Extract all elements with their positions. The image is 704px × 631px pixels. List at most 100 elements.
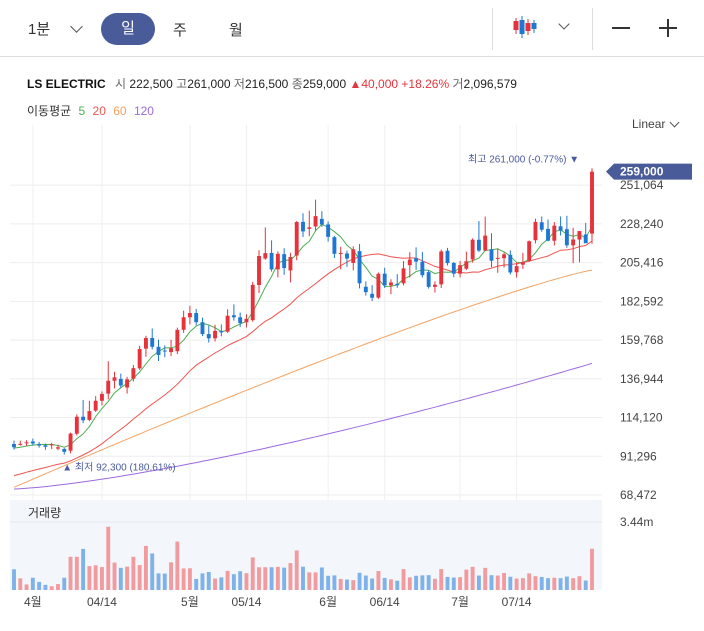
- divider: [492, 8, 493, 50]
- tab-month[interactable]: 월: [229, 22, 243, 39]
- candle-body: [414, 258, 419, 262]
- candle: [489, 233, 494, 268]
- candle-body: [288, 257, 293, 271]
- candle-body: [62, 448, 67, 452]
- candle: [143, 335, 148, 357]
- tab-week[interactable]: 주: [173, 22, 187, 39]
- candle: [37, 442, 42, 448]
- scale-select[interactable]: Linear: [632, 117, 680, 131]
- candle-body: [181, 317, 186, 330]
- low-label: 저: [233, 77, 245, 91]
- candle: [269, 240, 274, 272]
- max-annotation: 최고 261,000 (-0.77%) ▼: [468, 153, 579, 165]
- candle: [175, 327, 180, 355]
- plus-icon[interactable]: [667, 19, 669, 37]
- candle-body: [464, 261, 469, 269]
- volume-bar: [37, 581, 42, 590]
- volume-bar: [100, 567, 104, 590]
- candle: [87, 400, 92, 422]
- interval-select[interactable]: 1분: [28, 18, 84, 39]
- minus-icon[interactable]: [612, 27, 630, 29]
- volume-bar: [225, 570, 230, 590]
- tab-day[interactable]: 일: [101, 13, 155, 45]
- candle-body: [200, 322, 205, 335]
- close-value: 259,000: [302, 77, 347, 91]
- candle-body: [376, 273, 381, 298]
- volume-bar: [206, 572, 211, 590]
- volume-bar: [288, 563, 293, 590]
- volume-bar: [483, 567, 488, 590]
- volume-bar: [81, 548, 86, 590]
- volume-bar: [112, 562, 117, 590]
- y-tick-label: 251,064: [620, 178, 664, 192]
- candle: [74, 414, 79, 436]
- candle-body: [206, 334, 211, 339]
- candle-body: [527, 241, 532, 261]
- candle-body: [194, 313, 199, 323]
- x-tick-label: 05/14: [231, 595, 261, 609]
- volume-bar: [162, 573, 167, 590]
- volume-bar: [338, 578, 343, 590]
- candle: [338, 246, 343, 270]
- candle-body: [539, 222, 544, 230]
- candle-body: [470, 239, 475, 260]
- y-tick-label: 159,768: [620, 333, 664, 347]
- volume-bar: [332, 575, 337, 590]
- candle-body: [590, 171, 594, 234]
- volume-bar: [156, 573, 161, 590]
- candle-body: [18, 443, 23, 445]
- volume-bar: [118, 567, 123, 590]
- candle-body: [238, 317, 243, 324]
- candle-body: [162, 350, 167, 352]
- candle: [294, 221, 299, 261]
- volume-bar: [558, 578, 563, 590]
- candle-body: [313, 216, 318, 227]
- volume-bar: [564, 576, 569, 590]
- candle-body: [143, 337, 148, 349]
- candle-body: [382, 273, 387, 286]
- candle-body: [476, 239, 481, 251]
- candle-body: [552, 225, 557, 241]
- volume-bar: [12, 569, 16, 590]
- divider: [592, 8, 593, 50]
- ma-legend-label: 이동평균: [27, 104, 72, 118]
- candle-body: [426, 272, 431, 287]
- high-label: 고: [176, 77, 188, 91]
- candle: [150, 328, 155, 350]
- candle-body: [175, 329, 180, 352]
- volume-bar: [143, 545, 148, 590]
- x-tick-label: 6월: [319, 595, 337, 609]
- volume-bar: [181, 568, 186, 590]
- volume-bar: [357, 572, 362, 590]
- volume-bar: [74, 556, 79, 590]
- volume-bar: [508, 576, 513, 590]
- candle-body: [294, 222, 299, 256]
- close-label: 종: [291, 77, 303, 91]
- volume-bar: [420, 575, 425, 590]
- candle-body: [583, 234, 588, 244]
- candle-body: [357, 251, 362, 284]
- volume-bar: [552, 577, 557, 590]
- candle: [225, 309, 230, 333]
- last-price-tag: [606, 163, 692, 180]
- scale-label: Linear: [632, 117, 666, 131]
- candle-body: [307, 227, 312, 229]
- candle-body: [137, 349, 142, 369]
- change-percent: +18.26%: [401, 77, 450, 91]
- candle-body: [558, 226, 563, 231]
- candle-body: [502, 254, 506, 259]
- candlestick-icon[interactable]: [512, 14, 538, 44]
- stock-name: LS ELECTRIC: [27, 77, 106, 91]
- candle-body: [112, 377, 117, 381]
- candle: [30, 438, 35, 446]
- candle: [231, 304, 236, 321]
- candle: [357, 244, 362, 289]
- candle-body: [508, 254, 513, 273]
- candle: [194, 308, 199, 326]
- candle-body: [93, 400, 98, 411]
- last-price-label: 259,000: [620, 165, 664, 179]
- candle: [351, 246, 356, 271]
- candle: [571, 227, 576, 264]
- volume-bar: [395, 580, 400, 590]
